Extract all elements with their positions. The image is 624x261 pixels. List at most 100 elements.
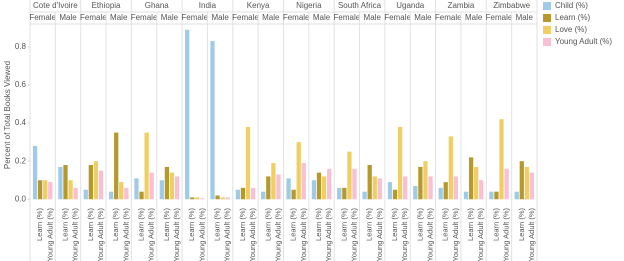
x-tick-label: Learn (%)	[466, 208, 475, 241]
x-tick-label: Learn (%)	[86, 208, 95, 241]
bar	[149, 172, 154, 200]
bar	[63, 164, 68, 200]
x-tick-label: Learn (%)	[339, 208, 348, 241]
x-tick-label: Learn (%)	[289, 208, 298, 241]
bar	[83, 189, 88, 200]
x-tick-label: Learn (%)	[213, 208, 222, 241]
bar	[519, 161, 524, 200]
bar	[276, 174, 281, 200]
bar	[134, 178, 139, 200]
bar	[468, 157, 474, 200]
x-tick-label: Young Adult (%)	[324, 208, 333, 261]
country-label: Ghana	[145, 1, 170, 10]
bar	[266, 176, 271, 200]
gender-label: Female	[232, 13, 259, 22]
bar	[124, 187, 129, 200]
bar	[32, 145, 38, 200]
x-tick-label: Young Adult (%)	[476, 208, 485, 261]
x-tick-label: Young Adult (%)	[527, 208, 536, 261]
bar	[139, 191, 144, 200]
bar	[73, 187, 78, 200]
gender-label: Male	[110, 13, 128, 22]
bar	[326, 168, 332, 200]
country-label: Zambia	[448, 1, 475, 10]
x-tick-label: Learn (%)	[162, 208, 171, 241]
x-tick-label: Young Adult (%)	[197, 208, 206, 261]
bar	[474, 166, 479, 200]
country-label: Nigeria	[296, 1, 322, 10]
bar	[144, 132, 149, 200]
gender-label: Male	[465, 13, 483, 22]
bar	[311, 180, 317, 200]
country-label: Uganda	[396, 1, 425, 10]
x-tick-label: Learn (%)	[365, 208, 374, 241]
bar	[169, 172, 175, 200]
gender-label: Male	[59, 13, 77, 22]
bar	[245, 126, 251, 200]
bar	[68, 180, 73, 200]
bar	[418, 166, 423, 200]
bar	[443, 182, 448, 200]
bar	[250, 187, 256, 200]
gender-label: Female	[334, 13, 361, 22]
country-label: Zimbabwe	[493, 1, 530, 10]
bar	[463, 191, 469, 200]
x-tick-label: Learn (%)	[111, 208, 120, 241]
x-tick-label: Learn (%)	[517, 208, 526, 241]
bar	[235, 189, 241, 200]
bar	[43, 180, 48, 200]
x-tick-label: Young Adult (%)	[349, 208, 358, 261]
bar	[296, 142, 301, 200]
x-tick-label: Young Adult (%)	[451, 208, 460, 261]
gender-label: Female	[181, 13, 208, 22]
gender-label: Female	[283, 13, 310, 22]
x-tick-label: Young Adult (%)	[502, 208, 511, 261]
legend-swatch	[543, 14, 551, 22]
x-tick-label: Young Adult (%)	[45, 208, 54, 261]
bar	[38, 180, 43, 200]
bar	[261, 191, 266, 200]
country-label: India	[199, 1, 217, 10]
country-label: Ethiopia	[92, 1, 121, 10]
bar	[108, 191, 114, 200]
bar	[479, 180, 484, 200]
x-tick-label: Learn (%)	[60, 208, 69, 241]
bar	[352, 168, 357, 200]
x-tick-label: Young Adult (%)	[426, 208, 435, 261]
country-label: Kenya	[247, 1, 270, 10]
bar	[423, 161, 428, 200]
gender-label: Female	[80, 13, 107, 22]
bar	[489, 191, 494, 200]
gender-label: Female	[384, 13, 411, 22]
bar	[291, 189, 296, 200]
gender-label: Female	[29, 13, 56, 22]
bar	[119, 182, 124, 200]
gender-label: Female	[486, 13, 513, 22]
x-tick-label: Learn (%)	[390, 208, 399, 241]
legend-swatch	[543, 26, 551, 34]
gender-label: Male	[161, 13, 179, 22]
bar	[286, 178, 291, 200]
bar	[453, 176, 459, 200]
x-tick-label: Learn (%)	[187, 208, 196, 241]
bar	[58, 166, 63, 200]
y-tick-label: 0.8	[15, 42, 27, 51]
x-tick-label: Young Adult (%)	[273, 208, 282, 261]
legend-label: Learn (%)	[555, 13, 590, 22]
bar	[98, 170, 104, 200]
y-tick-label: 0.0	[15, 194, 27, 203]
bar	[499, 119, 504, 200]
bar	[190, 197, 195, 200]
bar	[448, 136, 453, 200]
bar	[367, 164, 372, 200]
y-axis-label: Percent of Total Books Viewed	[3, 61, 12, 169]
bar	[210, 41, 215, 200]
bar	[372, 176, 377, 200]
country-label: South Africa	[338, 1, 382, 10]
bar	[220, 197, 225, 200]
bar	[377, 178, 382, 200]
bar	[301, 163, 306, 200]
x-tick-label: Young Adult (%)	[172, 208, 181, 261]
bar	[114, 132, 119, 200]
